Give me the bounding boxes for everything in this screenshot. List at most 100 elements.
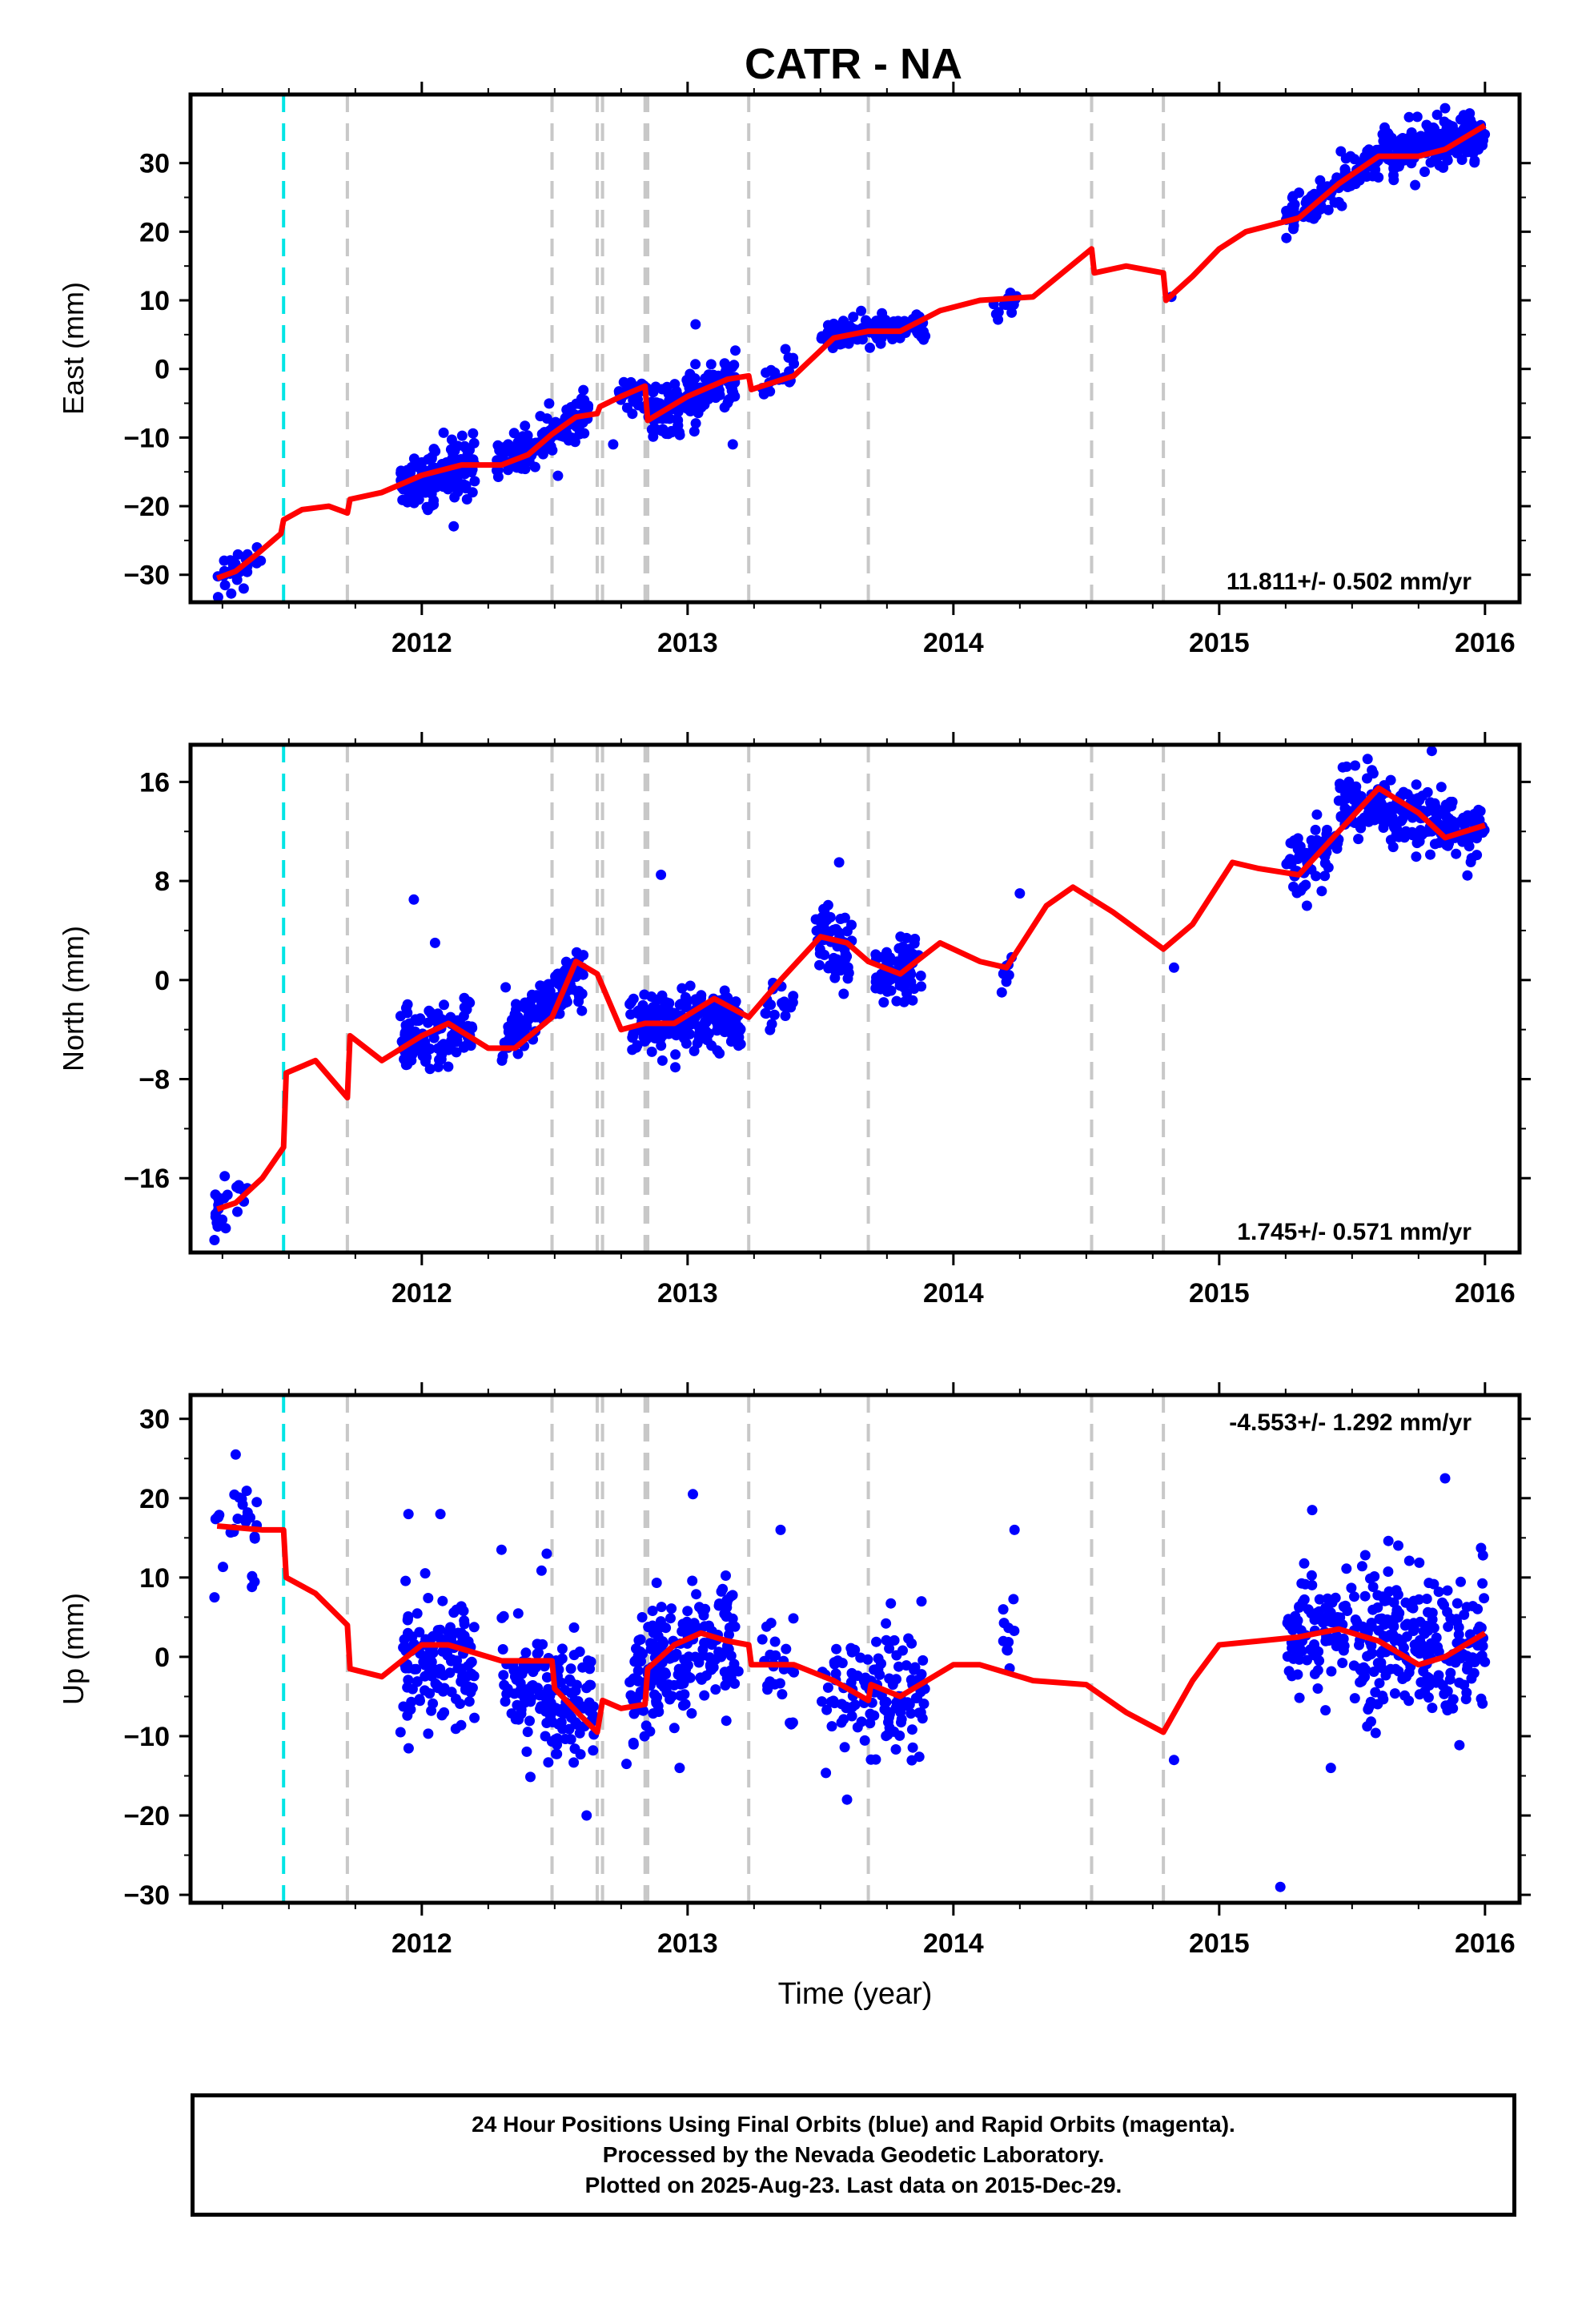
north-data-point xyxy=(1402,789,1413,800)
north-data-point xyxy=(829,972,841,983)
east-axes-frame xyxy=(188,92,1522,605)
up-data-point xyxy=(1356,1561,1367,1572)
east-data-point xyxy=(1349,154,1360,165)
up-data-point xyxy=(761,1621,772,1632)
up-data-point xyxy=(817,1696,827,1707)
up-data-point xyxy=(1299,1558,1310,1569)
north-data-point xyxy=(1475,806,1486,817)
north-data-point xyxy=(1295,851,1306,862)
up-data-point xyxy=(884,1673,895,1684)
north-data-point xyxy=(1353,834,1364,845)
up-data-point xyxy=(407,1683,418,1695)
up-data-point xyxy=(762,1684,773,1695)
up-data-point xyxy=(584,1679,595,1691)
east-data-point xyxy=(232,549,243,560)
up-data-point xyxy=(1009,1524,1020,1535)
up-data-point xyxy=(249,1533,260,1544)
north-data-point xyxy=(451,1047,462,1058)
up-data-point xyxy=(437,1646,448,1657)
up-data-point xyxy=(826,1721,837,1732)
up-data-point xyxy=(889,1634,900,1646)
up-data-point xyxy=(693,1657,705,1668)
up-data-point xyxy=(423,1728,434,1739)
east-data-point xyxy=(405,467,416,478)
north-data-point xyxy=(898,996,909,1007)
up-data-point xyxy=(651,1698,662,1708)
east-data-point xyxy=(780,344,791,355)
footer-line-3: Plotted on 2025-Aug-23. Last data on 201… xyxy=(584,2173,1122,2197)
east-data-point xyxy=(508,428,520,439)
up-data-point xyxy=(669,1723,680,1734)
up-data-point xyxy=(1442,1585,1453,1596)
north-data-point xyxy=(706,1040,717,1051)
north-data-point xyxy=(640,1027,652,1038)
north-data-point xyxy=(1438,808,1449,819)
up-data-point xyxy=(1359,1671,1371,1683)
up-data-point xyxy=(1427,1703,1438,1714)
up-data-point xyxy=(906,1724,917,1735)
up-data-point xyxy=(1307,1645,1319,1656)
north-data-point xyxy=(458,1011,469,1022)
up-data-point xyxy=(426,1663,437,1674)
up-data-point xyxy=(1399,1690,1411,1701)
north-data-point xyxy=(661,997,673,1008)
up-data-point xyxy=(1349,1693,1360,1704)
north-x-tick-label: 2014 xyxy=(923,1278,984,1309)
north-data-point xyxy=(788,991,799,1002)
east-data-point xyxy=(1361,171,1372,182)
north-data-point xyxy=(689,1045,700,1056)
north-data-point xyxy=(436,1040,448,1051)
up-data-point xyxy=(727,1613,738,1624)
up-data-point xyxy=(724,1629,734,1640)
east-data-point xyxy=(703,393,714,404)
up-data-point xyxy=(403,1743,414,1754)
up-data-point xyxy=(1476,1693,1487,1704)
north-data-point xyxy=(1422,786,1433,798)
east-data-point xyxy=(1288,220,1299,231)
north-data-point xyxy=(1416,829,1427,840)
east-data-point xyxy=(893,316,904,327)
up-data-point xyxy=(1367,1604,1379,1615)
north-data-point xyxy=(696,990,707,1001)
up-data-point xyxy=(520,1647,532,1659)
north-y-axis-label: North (mm) xyxy=(57,926,90,1072)
up-data-point xyxy=(406,1696,417,1707)
east-data-point xyxy=(1362,146,1373,157)
up-data-point xyxy=(687,1575,698,1586)
east-data-point xyxy=(535,411,546,422)
north-data-point xyxy=(656,1040,667,1051)
up-data-point xyxy=(443,1627,454,1638)
up-data-point xyxy=(1414,1557,1425,1568)
up-data-point xyxy=(625,1690,636,1701)
up-data-point xyxy=(918,1699,930,1709)
up-data-point xyxy=(1415,1677,1427,1688)
north-data-point xyxy=(669,1007,681,1019)
east-data-point xyxy=(690,418,701,429)
up-data-point xyxy=(1466,1673,1477,1684)
up-y-tick-label: 30 xyxy=(139,1405,170,1435)
north-data-point xyxy=(1298,881,1309,892)
up-data-point xyxy=(1337,1658,1348,1668)
up-data-point xyxy=(515,1678,526,1689)
up-data-point xyxy=(916,1596,927,1607)
up-data-point xyxy=(890,1744,901,1755)
up-data-point xyxy=(653,1622,665,1634)
east-data-point xyxy=(461,494,472,505)
east-data-point xyxy=(578,384,589,396)
up-data-point xyxy=(572,1719,583,1731)
east-data-point xyxy=(861,316,873,328)
up-data-point xyxy=(1480,1656,1491,1667)
north-data-point xyxy=(1426,746,1437,757)
north-data-point xyxy=(222,1189,233,1200)
north-data-point xyxy=(1306,834,1317,846)
up-data-point xyxy=(551,1748,561,1759)
up-data-point xyxy=(699,1637,710,1648)
up-data-point xyxy=(1312,1683,1323,1694)
up-data-point xyxy=(1450,1657,1461,1668)
east-data-point xyxy=(238,583,249,594)
east-data-point xyxy=(1403,111,1415,123)
up-data-point xyxy=(556,1643,568,1655)
north-data-point xyxy=(1382,802,1393,814)
east-data-point xyxy=(212,592,223,602)
north-data-point xyxy=(406,1055,417,1066)
